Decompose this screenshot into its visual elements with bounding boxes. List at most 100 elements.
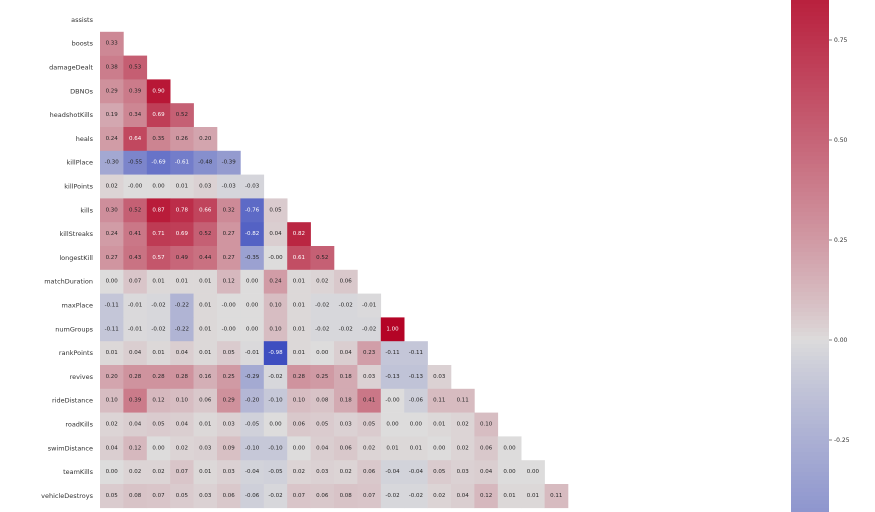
heatmap-cell-12-4 <box>193 293 218 318</box>
cell-value-label-18-8: 0.00 <box>293 445 306 451</box>
heatmap-cell-12-10 <box>334 293 358 318</box>
heatmap-cell-19-6 <box>240 460 265 485</box>
cell-value-label-13-9: -0.02 <box>315 326 329 332</box>
colorbar-segment <box>791 500 829 505</box>
cell-value-label-19-17: 0.00 <box>503 469 516 475</box>
cell-value-label-15-1: 0.28 <box>129 374 142 380</box>
heatmap-cell-13-1 <box>123 317 148 342</box>
colorbar-segment <box>791 356 829 361</box>
colorbar-segment <box>791 392 829 397</box>
cell-value-label-20-18: 0.01 <box>527 493 539 499</box>
heatmap-cell-10-1 <box>123 246 148 271</box>
cell-value-label-15-14: 0.03 <box>433 374 446 380</box>
colorbar-segment <box>791 52 829 57</box>
heatmap-cell-9-7 <box>263 222 288 247</box>
cell-value-label-19-9: 0.03 <box>316 469 329 475</box>
heatmap-cell-16-9 <box>310 388 335 413</box>
cell-value-label-11-9: 0.02 <box>316 279 328 285</box>
cell-value-label-9-5: 0.27 <box>223 231 236 237</box>
colorbar-segment <box>791 0 829 5</box>
colorbar-segment <box>791 216 829 221</box>
cell-value-label-14-5: 0.05 <box>223 350 236 356</box>
heatmap-cell-19-18 <box>521 460 545 485</box>
cell-value-label-1-0: 0.33 <box>106 41 119 47</box>
heatmap-cell-20-8 <box>287 484 311 509</box>
colorbar-segment <box>791 260 829 265</box>
cell-value-label-16-13: -0.06 <box>409 398 424 404</box>
colorbar-segment <box>791 400 829 405</box>
heatmap-cell-18-11 <box>357 436 382 461</box>
colorbar-segment <box>791 168 829 173</box>
cell-value-label-10-0: 0.27 <box>106 255 119 261</box>
heatmap-cell-20-5 <box>217 484 241 509</box>
heatmap-cell-17-12 <box>380 412 405 437</box>
colorbar-segment <box>791 264 829 269</box>
colorbar-segment <box>791 328 829 333</box>
heatmap-cell-10-4 <box>193 246 218 271</box>
cell-value-label-6-3: -0.61 <box>175 160 189 166</box>
heatmap-cell-8-0 <box>100 198 124 223</box>
cell-value-label-16-2: 0.12 <box>152 398 164 404</box>
cell-value-label-9-1: 0.41 <box>129 231 141 237</box>
heatmap-cell-19-3 <box>170 460 194 485</box>
cell-value-label-17-9: 0.05 <box>316 422 329 428</box>
heatmap-cell-16-0 <box>100 388 124 413</box>
heatmap-cell-5-3 <box>170 127 194 152</box>
colorbar-segment <box>791 224 829 229</box>
heatmap-cell-17-15 <box>451 412 475 437</box>
cell-value-label-18-3: 0.02 <box>176 445 188 451</box>
heatmap-cell-16-11 <box>357 388 382 413</box>
cell-value-label-14-6: -0.01 <box>245 350 259 356</box>
cell-value-label-20-3: 0.05 <box>176 493 189 499</box>
cell-value-label-8-7: 0.05 <box>269 207 282 213</box>
cell-value-label-18-6: -0.10 <box>245 445 260 451</box>
colorbar-segment <box>791 364 829 369</box>
cell-value-label-20-15: 0.04 <box>457 493 470 499</box>
cell-value-label-4-0: 0.19 <box>106 112 119 118</box>
cell-value-label-13-3: -0.22 <box>175 326 189 332</box>
heatmap-cell-12-7 <box>263 293 288 318</box>
cell-value-label-13-11: -0.02 <box>362 326 376 332</box>
colorbar-segment <box>791 256 829 261</box>
colorbar-segment <box>791 300 829 305</box>
heatmap-cell-19-8 <box>287 460 311 485</box>
colorbar-segment <box>791 384 829 389</box>
colorbar-segment <box>791 332 829 337</box>
cell-value-label-13-6: 0.00 <box>246 326 259 332</box>
cell-value-label-19-2: 0.02 <box>152 469 164 475</box>
heatmap-cell-16-12 <box>380 388 405 413</box>
colorbar-segment <box>791 80 829 85</box>
colorbar-tick-label: 0.50 <box>834 137 848 144</box>
cell-value-label-11-4: 0.01 <box>199 279 211 285</box>
cell-value-label-12-2: -0.02 <box>151 303 165 309</box>
heatmap-cell-20-19 <box>544 484 569 509</box>
colorbar-segment <box>791 152 829 157</box>
colorbar-segment <box>791 244 829 249</box>
heatmap-cell-16-6 <box>240 388 265 413</box>
colorbar-segment <box>791 60 829 65</box>
heatmap-cell-17-16 <box>474 412 499 437</box>
heatmap-cell-17-5 <box>217 412 241 437</box>
cell-value-label-7-1: -0.00 <box>128 184 143 190</box>
heatmap-cell-18-9 <box>310 436 335 461</box>
heatmap-cell-4-2 <box>146 103 171 128</box>
cell-value-label-11-6: 0.00 <box>246 279 259 285</box>
cell-value-label-15-2: 0.28 <box>152 374 165 380</box>
cell-value-label-18-1: 0.12 <box>129 445 141 451</box>
cell-value-label-19-1: 0.02 <box>129 469 141 475</box>
colorbar-segment <box>791 424 829 429</box>
heatmap-cell-15-9 <box>310 365 335 390</box>
cell-value-label-11-1: 0.07 <box>129 279 142 285</box>
cell-value-label-19-18: 0.00 <box>527 469 540 475</box>
cell-value-label-18-13: 0.01 <box>410 445 422 451</box>
cell-value-label-14-1: 0.04 <box>129 350 142 356</box>
cell-value-label-13-12: 1.00 <box>386 326 399 332</box>
cell-value-label-17-12: 0.00 <box>386 422 399 428</box>
cell-value-label-15-9: 0.25 <box>316 374 329 380</box>
cell-value-label-19-12: -0.04 <box>385 469 400 475</box>
heatmap-cell-3-0 <box>100 79 124 104</box>
heatmap-cell-13-7 <box>263 317 288 342</box>
cell-value-label-15-0: 0.20 <box>106 374 119 380</box>
row-label-damageDealt: damageDealt <box>49 64 93 72</box>
